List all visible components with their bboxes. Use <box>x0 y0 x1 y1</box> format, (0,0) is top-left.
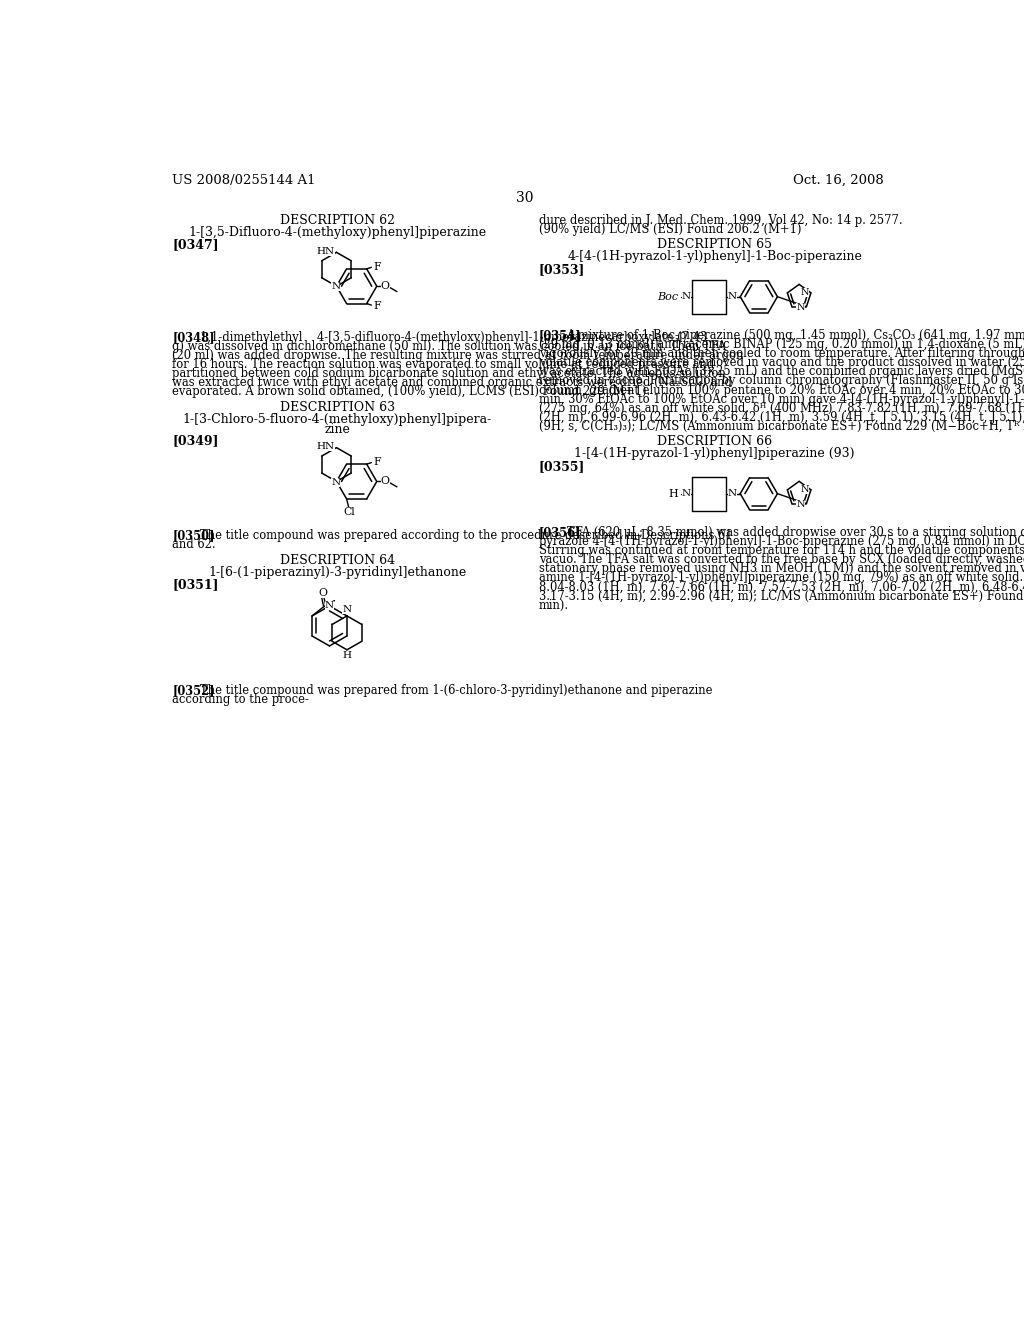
Text: [0352]: [0352] <box>172 684 215 697</box>
Text: F: F <box>373 457 381 467</box>
Text: 4-[4-(1H-pyrazol-1-yl)phenyl]-1-Boc-piperazine: 4-[4-(1H-pyrazol-1-yl)phenyl]-1-Boc-pipe… <box>567 251 862 264</box>
Text: Cl: Cl <box>343 507 354 517</box>
Text: [0351]: [0351] <box>172 578 219 591</box>
Text: (275 mg, 64%) as an off white solid. δᴴ (400 MHz) 7.83-7.82 (1H, m), 7.69-7.68 (: (275 mg, 64%) as an off white solid. δᴴ … <box>539 401 1024 414</box>
Text: HN: HN <box>316 247 335 256</box>
Text: (90% yield) LC/MS (ESI) Found 206.2 (M+1): (90% yield) LC/MS (ESI) Found 206.2 (M+1… <box>539 223 801 236</box>
Text: [0355]: [0355] <box>539 459 585 473</box>
Text: (9H, s, C(CH₃)₃); LC/MS (Ammonium bicarbonate ES+) Found 229 (M−Boc+H, Tᴿ 2.90 m: (9H, s, C(CH₃)₃); LC/MS (Ammonium bicarb… <box>539 420 1024 433</box>
Text: N: N <box>325 602 334 610</box>
Text: DESCRIPTION 62: DESCRIPTION 62 <box>280 214 394 227</box>
Text: N: N <box>682 490 690 498</box>
Text: N: N <box>801 288 809 297</box>
Text: DESCRIPTION 64: DESCRIPTION 64 <box>280 553 395 566</box>
Text: pyrazole 4-[4-(1H-pyrazol-1-yl)phenyl]-1-Boc-piperazine (275 mg, 0.84 mmol) in D: pyrazole 4-[4-(1H-pyrazol-1-yl)phenyl]-1… <box>539 535 1024 548</box>
Text: H: H <box>669 488 678 499</box>
Text: O: O <box>318 587 328 598</box>
Text: The title compound was prepared from 1-(6-chloro-3-pyridinyl)ethanone and pipera: The title compound was prepared from 1-(… <box>200 684 713 697</box>
Text: for 16 hours. The reaction solution was evaporated to small volume at reduced pr: for 16 hours. The reaction solution was … <box>172 358 715 371</box>
Text: DESCRIPTION 66: DESCRIPTION 66 <box>657 436 772 447</box>
Text: removed in vacuo. Purification by column chromatography (Flashmaster II, 50 g Is: removed in vacuo. Purification by column… <box>539 375 1024 388</box>
Text: was extracted with EtOAc (3×25 mL) and the combined organic layers dried (MgSO₄): was extracted with EtOAc (3×25 mL) and t… <box>539 366 1024 379</box>
Text: 1,1-dimethylethyl    4-[3,5-difluoro-4-(methyloxy)phenyl]-1-piperazinecarboxylat: 1,1-dimethylethyl 4-[3,5-difluoro-4-(met… <box>200 331 708 345</box>
Text: A mixture of 1-Boc-piperazine (500 mg, 1.45 mmol), Cs₂CO₃ (641 mg, 1.97 mmol), P: A mixture of 1-Boc-piperazine (500 mg, 1… <box>566 329 1024 342</box>
Text: vigorously for 20 min and then cooled to room temperature. After filtering throu: vigorously for 20 min and then cooled to… <box>539 347 1024 360</box>
Text: O: O <box>381 477 390 487</box>
Text: N: N <box>797 302 805 312</box>
Text: N: N <box>682 292 690 301</box>
Text: TFA (620 μL; 8.35 mmol) was added dropwise over 30 s to a stirring solution of t: TFA (620 μL; 8.35 mmol) was added dropwi… <box>566 525 1024 539</box>
Text: 1-[3,5-Difluoro-4-(methyloxy)phenyl]piperazine: 1-[3,5-Difluoro-4-(methyloxy)phenyl]pipe… <box>188 226 486 239</box>
Text: evaporated. A brown solid obtained, (100% yield), LCMS (ESI) Found 229 (M+1).: evaporated. A brown solid obtained, (100… <box>172 385 650 399</box>
Text: g) was dissolved in dichloromethane (50 ml). The solution was cooled in an ice b: g) was dissolved in dichloromethane (50 … <box>172 341 726 352</box>
Text: N: N <box>728 490 737 498</box>
Text: was extracted twice with ethyl acetate and combined organic extracts were dried : was extracted twice with ethyl acetate a… <box>172 376 732 389</box>
Text: F: F <box>373 301 381 312</box>
Text: min, 30% EtOAc to 100% EtOAc over 10 min) gave 4-[4-(1H-pyrazol-1-yl)phenyl]-1-B: min, 30% EtOAc to 100% EtOAc over 10 min… <box>539 392 1024 405</box>
Text: N: N <box>801 484 809 494</box>
Text: US 2008/0255144 A1: US 2008/0255144 A1 <box>172 174 315 187</box>
Text: DESCRIPTION 63: DESCRIPTION 63 <box>280 401 395 413</box>
Text: (20 ml) was added dropwise. The resulting mixture was stirred at room temperatur: (20 ml) was added dropwise. The resultin… <box>172 348 743 362</box>
Text: [0356]: [0356] <box>539 525 582 539</box>
Text: volatile components were removed in vacuo and the product dissolved in water (25: volatile components were removed in vacu… <box>539 356 1024 370</box>
Text: N: N <box>331 282 340 292</box>
Text: 1-[4-(1H-pyrazol-1-yl)phenyl]piperazine (93): 1-[4-(1H-pyrazol-1-yl)phenyl]piperazine … <box>574 447 855 461</box>
Text: [0349]: [0349] <box>172 434 219 446</box>
Text: Oct. 16, 2008: Oct. 16, 2008 <box>793 174 884 187</box>
Text: The title compound was prepared according to the procedure described in Descript: The title compound was prepared accordin… <box>200 529 732 543</box>
Text: partitioned between cold sodium bicarbonate solution and ethyl acetate. The aque: partitioned between cold sodium bicarbon… <box>172 367 726 380</box>
Text: [0348]: [0348] <box>172 331 215 345</box>
Text: amine 1-[4-(1H-pyrazol-1-yl)phenyl]piperazine (150 mg, 79%) as an off white soli: amine 1-[4-(1H-pyrazol-1-yl)phenyl]piper… <box>539 572 1024 585</box>
Text: N: N <box>728 292 737 301</box>
Text: (2H, m), 6.99-6.96 (2H, m), 6.43-6.42 (1H, m), 3.59 (4H, t, J 5.1), 3.15 (4H, t,: (2H, m), 6.99-6.96 (2H, m), 6.43-6.42 (1… <box>539 411 1024 424</box>
Text: 30: 30 <box>516 191 534 205</box>
Text: N: N <box>331 478 340 487</box>
Text: and 62.: and 62. <box>172 539 216 552</box>
Text: H: H <box>342 651 351 660</box>
Text: dure described in J. Med. Chem. 1999, Vol 42, No: 14 p. 2577.: dure described in J. Med. Chem. 1999, Vo… <box>539 214 902 227</box>
Text: O: O <box>381 281 390 292</box>
Text: min).: min). <box>539 599 569 611</box>
Text: [0353]: [0353] <box>539 263 585 276</box>
Text: zine: zine <box>325 422 350 436</box>
Text: F: F <box>373 261 381 272</box>
Text: Boc: Boc <box>657 292 678 302</box>
Text: [0354]: [0354] <box>539 329 582 342</box>
Text: 8.04-8.03 (1H, m), 7.67-7.66 (1H, m), 7.57-7.53 (2H, m), 7.06-7.02 (2H, m), 6.48: 8.04-8.03 (1H, m), 7.67-7.66 (1H, m), 7.… <box>539 581 1024 594</box>
Text: [0347]: [0347] <box>172 239 219 252</box>
Text: 3.17-3.15 (4H, m), 2.99-2.96 (4H, m); LC/MS (Ammonium bicarbonate ES+) Found 229: 3.17-3.15 (4H, m), 2.99-2.96 (4H, m); LC… <box>539 590 1024 603</box>
Text: (29 mg, 0.13 mmol) and racemic BINAP (125 mg, 0.20 mmol) in 1,4-dioxane (5 mL) w: (29 mg, 0.13 mmol) and racemic BINAP (12… <box>539 338 1024 351</box>
Text: N: N <box>797 500 805 510</box>
Text: Stirring was continued at room temperature for 114 h and the volatile components: Stirring was continued at room temperatu… <box>539 544 1024 557</box>
Text: stationary phase removed using NH3 in MeOH (1 M)) and the solvent removed in vac: stationary phase removed using NH3 in Me… <box>539 562 1024 576</box>
Text: [0350]: [0350] <box>172 529 215 543</box>
Text: vacuo. The TFA salt was converted to the free base by SCX (loaded directly, wash: vacuo. The TFA salt was converted to the… <box>539 553 1024 566</box>
Text: HN: HN <box>316 442 335 451</box>
Text: 1-[6-(1-piperazinyl)-3-pyridinyl]ethanone: 1-[6-(1-piperazinyl)-3-pyridinyl]ethanon… <box>208 566 466 579</box>
Text: DESCRIPTION 65: DESCRIPTION 65 <box>657 238 772 251</box>
Text: according to the proce-: according to the proce- <box>172 693 309 706</box>
Text: column, gradient elution 100% pentane to 20% EtOAc over 4 min, 20% EtOAc to 30% : column, gradient elution 100% pentane to… <box>539 384 1024 396</box>
Text: 1-[3-Chloro-5-fluoro-4-(methyloxy)phenyl]pipera-: 1-[3-Chloro-5-fluoro-4-(methyloxy)phenyl… <box>182 413 492 426</box>
Text: N: N <box>342 606 351 614</box>
